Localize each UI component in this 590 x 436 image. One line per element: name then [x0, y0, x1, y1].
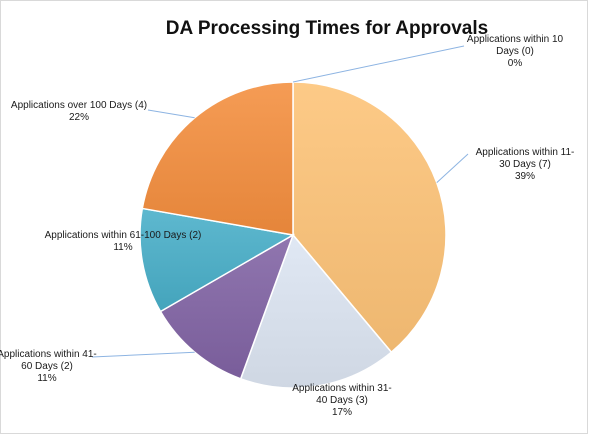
data-label-applications-within-10-days: Applications within 10 Days (0) 0%	[467, 34, 564, 69]
leader-line-applications-within-41-60-days	[91, 351, 195, 358]
data-label-line: 11%	[37, 373, 56, 384]
pie-slice-applications-within-41-60-days	[159, 233, 295, 380]
data-label-applications-within-31-40-days: Applications within 31-40 Days (3) 17%	[292, 383, 392, 418]
data-label-applications-over-100-days: Applications over 100 Days (4) 22%	[11, 100, 147, 123]
leader-lines	[91, 45, 469, 358]
data-label-line: 30 Days (7)	[499, 159, 551, 170]
data-label-line: 60 Days (2)	[21, 361, 73, 372]
chart-title: DA Processing Times for Approvals	[166, 18, 488, 39]
data-label-line: 0%	[508, 58, 523, 69]
pie-slice-applications-within-31-40-days	[239, 233, 393, 389]
data-label-line: 17%	[332, 407, 352, 418]
data-labels: Applications within 10 Days (0) 0%Applicat…	[0, 34, 574, 418]
data-label-line: 11%	[113, 242, 132, 253]
data-label-line: Days (0)	[496, 46, 534, 57]
pie-slice-applications-over-100-days	[141, 81, 294, 236]
leader-line-applications-within-10-days	[292, 45, 465, 83]
data-label-line: Applications within 61-100 Days (2)	[45, 230, 202, 241]
data-label-applications-within-61-100-days: Applications within 61-100 Days (2) 11%	[45, 230, 202, 253]
data-label-line: Applications within 31-	[292, 383, 392, 394]
data-label-line: Applications within 41-	[0, 349, 97, 360]
data-label-line: Applications within 10	[467, 34, 564, 45]
pie-slice-applications-within-11-30-days	[292, 81, 447, 354]
pie-slices	[139, 81, 447, 389]
data-label-line: Applications within 11-	[476, 147, 575, 158]
pie-slice-applications-within-61-100-days	[139, 207, 296, 313]
data-label-applications-within-41-60-days: Applications within 41-60 Days (2) 11%	[0, 349, 97, 384]
leader-line-applications-over-100-days	[147, 109, 195, 119]
leader-line-applications-within-11-30-days	[436, 153, 469, 184]
data-label-line: 22%	[69, 112, 89, 123]
data-label-line: Applications over 100 Days (4)	[11, 100, 147, 111]
data-label-applications-within-11-30-days: Applications within 11-30 Days (7) 39%	[476, 147, 575, 182]
data-label-line: 40 Days (3)	[316, 395, 368, 406]
data-label-line: 39%	[515, 171, 535, 182]
